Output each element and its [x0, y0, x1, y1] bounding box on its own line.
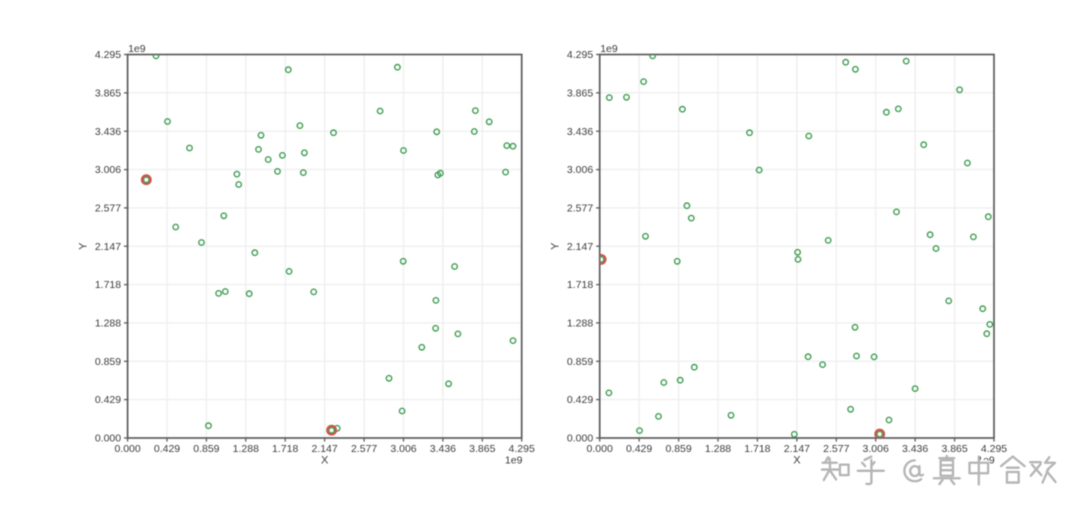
svg-text:0.859: 0.859 [567, 356, 593, 368]
svg-text:1.288: 1.288 [95, 318, 121, 330]
svg-text:2.147: 2.147 [311, 443, 337, 455]
svg-text:X: X [793, 455, 801, 467]
svg-text:3.436: 3.436 [902, 443, 928, 455]
svg-text:3.865: 3.865 [95, 88, 121, 100]
svg-text:4.295: 4.295 [509, 443, 535, 455]
svg-text:2.577: 2.577 [351, 443, 377, 455]
svg-text:3.436: 3.436 [430, 443, 456, 455]
svg-text:3.006: 3.006 [390, 443, 416, 455]
svg-text:0.000: 0.000 [114, 443, 140, 455]
svg-text:0.429: 0.429 [154, 443, 180, 455]
svg-text:1.718: 1.718 [272, 443, 298, 455]
svg-text:3.006: 3.006 [567, 164, 593, 176]
svg-text:1e9: 1e9 [505, 455, 523, 467]
svg-text:3.436: 3.436 [567, 126, 593, 138]
svg-text:2.577: 2.577 [567, 203, 593, 215]
svg-text:1.288: 1.288 [233, 443, 259, 455]
svg-text:1.288: 1.288 [705, 443, 731, 455]
svg-text:3.865: 3.865 [469, 443, 495, 455]
svg-text:3.436: 3.436 [95, 126, 121, 138]
svg-text:4.295: 4.295 [981, 443, 1007, 455]
svg-text:1e9: 1e9 [600, 43, 618, 55]
svg-text:3.006: 3.006 [863, 443, 889, 455]
svg-text:0.859: 0.859 [665, 443, 691, 455]
svg-text:1.718: 1.718 [744, 443, 770, 455]
svg-text:0.859: 0.859 [193, 443, 219, 455]
svg-text:1e9: 1e9 [128, 43, 146, 55]
svg-text:3.865: 3.865 [567, 88, 593, 100]
svg-text:0.429: 0.429 [95, 394, 121, 406]
svg-text:0.000: 0.000 [567, 433, 593, 445]
svg-text:Y: Y [78, 242, 90, 250]
svg-text:2.577: 2.577 [95, 203, 121, 215]
svg-text:2.147: 2.147 [95, 241, 121, 253]
svg-text:X: X [321, 455, 329, 467]
svg-text:2.577: 2.577 [823, 443, 849, 455]
svg-text:3.865: 3.865 [941, 443, 967, 455]
svg-text:0.000: 0.000 [587, 443, 613, 455]
svg-text:4.295: 4.295 [95, 49, 121, 61]
svg-text:2.147: 2.147 [567, 241, 593, 253]
svg-text:0.000: 0.000 [95, 433, 121, 445]
svg-text:1.718: 1.718 [567, 279, 593, 291]
svg-text:4.295: 4.295 [567, 49, 593, 61]
svg-text:Y: Y [550, 242, 562, 250]
svg-text:0.429: 0.429 [626, 443, 652, 455]
svg-text:1.718: 1.718 [95, 279, 121, 291]
svg-text:3.006: 3.006 [95, 164, 121, 176]
svg-text:1.288: 1.288 [567, 318, 593, 330]
svg-text:0.429: 0.429 [567, 394, 593, 406]
svg-text:0.859: 0.859 [95, 356, 121, 368]
svg-text:2.147: 2.147 [784, 443, 810, 455]
